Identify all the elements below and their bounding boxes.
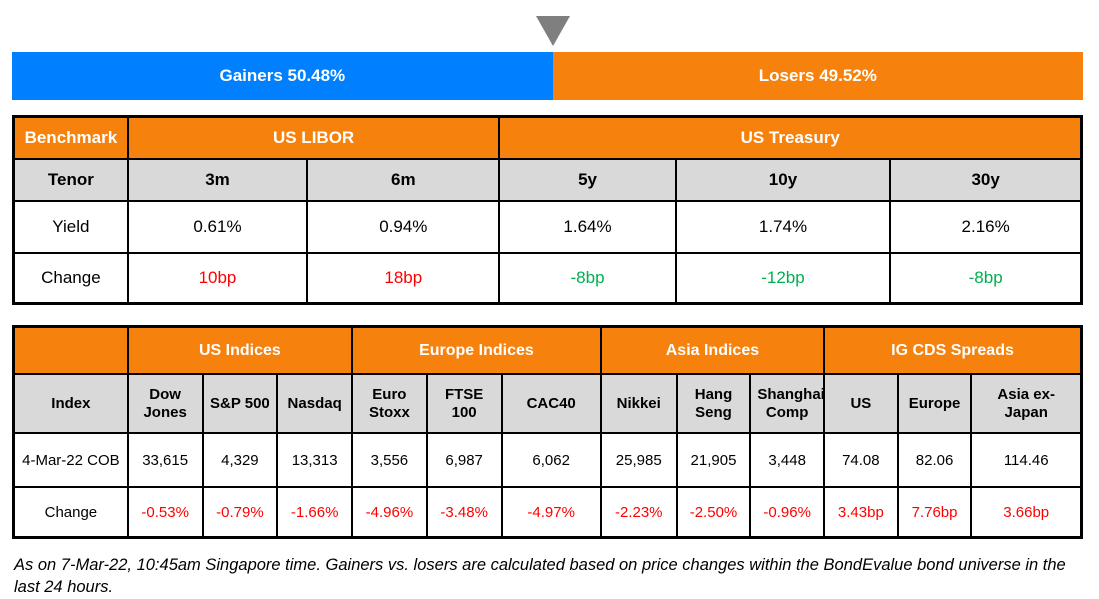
cob-value: 4,329 (201, 432, 279, 488)
cob-value: 3,448 (749, 432, 826, 488)
change-value: -2.23% (599, 486, 678, 539)
change-row-label: Change (12, 252, 129, 305)
change-row-label: Change (12, 486, 129, 539)
change-value: -0.53% (126, 486, 204, 539)
change-value: 10bp (126, 252, 309, 305)
cob-row-label: 4-Mar-22 COB (12, 432, 129, 488)
change-value: -1.66% (276, 486, 354, 539)
change-value: 3.66bp (970, 486, 1083, 539)
yield-value: 1.64% (498, 200, 677, 254)
change-value: -8bp (889, 252, 1083, 305)
group-header-europe-indices: Europe Indices (351, 325, 602, 375)
cob-value: 6,987 (425, 432, 503, 488)
losers-bar-segment: Losers 49.52% (552, 52, 1083, 100)
group-header-ig-cds-spreads: IG CDS Spreads (823, 325, 1083, 375)
index-header-nasdaq: Nasdaq (276, 373, 354, 434)
tenor-3m: 3m (126, 158, 309, 202)
benchmark-corner-cell: Benchmark (12, 115, 129, 160)
cob-value: 74.08 (823, 432, 899, 488)
change-value: -0.79% (201, 486, 279, 539)
change-value: 18bp (306, 252, 501, 305)
gainers-bar-segment: Gainers 50.48% (12, 52, 553, 100)
tenor-10y: 10y (674, 158, 892, 202)
cob-value: 21,905 (675, 432, 752, 488)
gauge-pointer-triangle-icon (535, 16, 570, 46)
indices-change-row: Change -0.53% -0.79% -1.66% -4.96% -3.48… (12, 486, 1083, 539)
group-header-us-indices: US Indices (126, 325, 354, 375)
indices-corner-cell (12, 325, 129, 375)
indices-group-header-row: US Indices Europe Indices Asia Indices I… (12, 325, 1083, 375)
gainers-losers-gauge: Gainers 50.48% Losers 49.52% (12, 0, 1083, 100)
change-value: -0.96% (749, 486, 826, 539)
cob-value: 3,556 (351, 432, 428, 488)
market-summary-page: Gainers 50.48% Losers 49.52% Benchmark U… (12, 0, 1083, 599)
yield-value: 2.16% (889, 200, 1083, 254)
change-value: 7.76bp (896, 486, 973, 539)
cob-value: 25,985 (599, 432, 678, 488)
change-value: -2.50% (675, 486, 752, 539)
cob-value: 114.46 (970, 432, 1083, 488)
cob-value: 33,615 (126, 432, 204, 488)
footnote-text: As on 7-Mar-22, 10:45am Singapore time. … (14, 556, 1066, 597)
yield-row-label: Yield (12, 200, 129, 254)
benchmark-table: Benchmark US LIBOR US Treasury Tenor 3m … (12, 115, 1083, 305)
tenor-5y: 5y (498, 158, 677, 202)
group-header-us-treasury: US Treasury (498, 115, 1083, 160)
group-header-asia-indices: Asia Indices (599, 325, 826, 375)
index-header-ftse100: FTSE 100 (425, 373, 503, 434)
yield-row: Yield 0.61% 0.94% 1.64% 1.74% 2.16% (12, 200, 1083, 254)
indices-table: US Indices Europe Indices Asia Indices I… (12, 325, 1083, 539)
change-value: -12bp (674, 252, 892, 305)
index-header-cds-asia-ex-japan: Asia ex-Japan (970, 373, 1083, 434)
tenor-30y: 30y (889, 158, 1083, 202)
change-value: -8bp (498, 252, 677, 305)
gainers-losers-bar: Gainers 50.48% Losers 49.52% (12, 52, 1083, 100)
cob-value: 13,313 (276, 432, 354, 488)
tenor-6m: 6m (306, 158, 501, 202)
cob-value: 6,062 (500, 432, 602, 488)
index-header-cac40: CAC40 (500, 373, 602, 434)
change-value: -3.48% (425, 486, 503, 539)
yield-value: 0.61% (126, 200, 309, 254)
change-value: -4.96% (351, 486, 428, 539)
index-header-cds-us: US (823, 373, 899, 434)
benchmark-group-header-row: Benchmark US LIBOR US Treasury (12, 115, 1083, 160)
group-header-us-libor: US LIBOR (126, 115, 501, 160)
cob-value: 82.06 (896, 432, 973, 488)
change-value: 3.43bp (823, 486, 899, 539)
index-header-cds-europe: Europe (896, 373, 973, 434)
index-header-nikkei: Nikkei (599, 373, 678, 434)
index-header-dow-jones: Dow Jones (126, 373, 204, 434)
index-header-shanghai-comp: Shanghai Comp (749, 373, 826, 434)
yield-value: 0.94% (306, 200, 501, 254)
benchmark-change-row: Change 10bp 18bp -8bp -12bp -8bp (12, 252, 1083, 305)
change-value: -4.97% (500, 486, 602, 539)
index-header-row: Index Dow Jones S&P 500 Nasdaq Euro Stox… (12, 373, 1083, 434)
tenor-row-label: Tenor (12, 158, 129, 202)
index-header-hang-seng: Hang Seng (675, 373, 752, 434)
cob-row: 4-Mar-22 COB 33,615 4,329 13,313 3,556 6… (12, 432, 1083, 488)
yield-value: 1.74% (674, 200, 892, 254)
tenor-header-row: Tenor 3m 6m 5y 10y 30y (12, 158, 1083, 202)
index-header-euro-stoxx: Euro Stoxx (351, 373, 428, 434)
index-header-sp500: S&P 500 (201, 373, 279, 434)
index-row-label: Index (12, 373, 129, 434)
